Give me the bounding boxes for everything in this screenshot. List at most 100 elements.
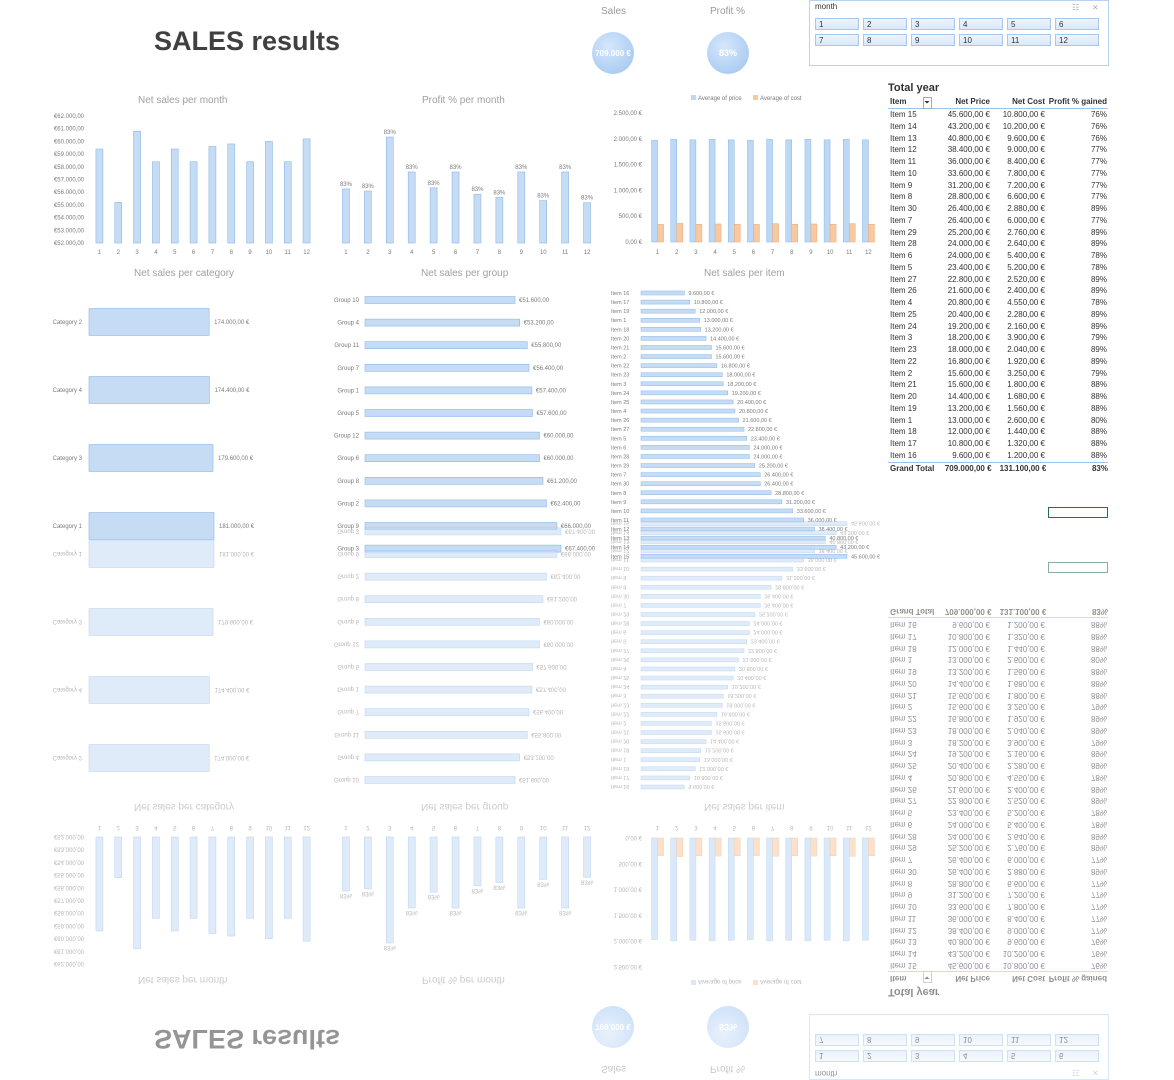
bar-net-sales-item[interactable]: [640, 327, 701, 332]
bar-net-sales-month[interactable]: [152, 836, 160, 919]
bar-average-cost[interactable]: [810, 837, 818, 857]
bar-profit-month[interactable]: [342, 836, 350, 892]
filter-dropdown-icon[interactable]: ⏷: [922, 97, 932, 109]
slicer-button-2[interactable]: 2: [863, 18, 907, 30]
bar-net-sales-group[interactable]: [364, 617, 540, 626]
bar-net-sales-item[interactable]: [640, 508, 794, 514]
bar-average-cost[interactable]: [849, 223, 856, 243]
bar-net-sales-month[interactable]: [152, 161, 160, 244]
bar-profit-month[interactable]: [473, 836, 482, 887]
bar-average-price[interactable]: [785, 139, 792, 243]
bar-net-sales-category[interactable]: [88, 676, 210, 704]
bar-net-sales-item[interactable]: [640, 730, 712, 735]
bar-net-sales-item[interactable]: [640, 775, 691, 781]
bar-net-sales-item[interactable]: [640, 317, 700, 323]
bar-profit-month[interactable]: [407, 836, 416, 909]
bar-average-cost[interactable]: [772, 223, 779, 243]
bar-net-sales-month[interactable]: [227, 143, 236, 244]
bar-net-sales-group[interactable]: [364, 572, 547, 581]
bar-profit-month[interactable]: [539, 200, 548, 244]
bar-average-cost[interactable]: [657, 837, 664, 856]
bar-net-sales-group[interactable]: [364, 753, 521, 762]
bar-net-sales-item[interactable]: [640, 566, 794, 572]
bar-net-sales-month[interactable]: [208, 836, 217, 934]
bar-net-sales-month[interactable]: [208, 146, 217, 244]
bar-net-sales-category[interactable]: [88, 444, 214, 472]
bar-average-cost[interactable]: [791, 837, 798, 857]
pivot-header-item[interactable]: Item ⏷: [888, 97, 935, 109]
bar-average-cost[interactable]: [829, 223, 837, 243]
pivot-table[interactable]: Total year Item ⏷ Net Price Net Cost Pro…: [888, 82, 1108, 475]
bar-average-price[interactable]: [785, 837, 792, 941]
bar-profit-month[interactable]: [561, 836, 569, 909]
bar-net-sales-item[interactable]: [640, 703, 723, 708]
bar-net-sales-item[interactable]: [640, 630, 750, 635]
slicer-button-6[interactable]: 6: [1055, 18, 1099, 30]
bar-profit-month[interactable]: [451, 171, 460, 244]
bar-average-cost[interactable]: [714, 223, 722, 243]
bar-net-sales-category[interactable]: [88, 744, 210, 772]
bar-net-sales-item[interactable]: [640, 381, 724, 387]
bar-net-sales-item[interactable]: [640, 766, 696, 772]
bar-average-price[interactable]: [862, 837, 869, 941]
slicer-button-3[interactable]: 3: [911, 18, 955, 30]
slicer-button-10[interactable]: 10: [959, 34, 1003, 46]
bar-average-cost[interactable]: [734, 223, 741, 243]
bar-average-cost[interactable]: [695, 837, 703, 857]
bar-net-sales-group[interactable]: [364, 776, 516, 784]
bar-average-cost[interactable]: [868, 837, 875, 857]
bar-net-sales-item[interactable]: [640, 426, 745, 432]
bar-average-price[interactable]: [708, 837, 716, 941]
bar-net-sales-item[interactable]: [640, 290, 685, 296]
bar-profit-month[interactable]: [517, 171, 526, 244]
bar-net-sales-item[interactable]: [640, 408, 736, 414]
bar-average-price[interactable]: [766, 837, 773, 941]
bar-net-sales-month[interactable]: [283, 161, 292, 244]
bar-net-sales-item[interactable]: [640, 612, 756, 617]
bar-net-sales-group[interactable]: [364, 595, 544, 604]
bar-average-price[interactable]: [670, 139, 677, 243]
bar-net-sales-group[interactable]: [364, 527, 562, 536]
bar-net-sales-item[interactable]: [640, 548, 815, 554]
bar-average-price[interactable]: [843, 837, 850, 941]
bar-profit-month[interactable]: [539, 836, 548, 880]
bar-average-cost[interactable]: [676, 837, 683, 857]
bar-average-cost[interactable]: [868, 223, 875, 243]
bar-net-sales-group[interactable]: [364, 296, 516, 304]
bar-average-cost[interactable]: [753, 837, 760, 856]
bar-net-sales-item[interactable]: [640, 354, 712, 359]
bar-average-cost[interactable]: [734, 837, 741, 857]
bar-net-sales-item[interactable]: [640, 539, 826, 545]
bar-net-sales-group[interactable]: [364, 499, 547, 508]
bar-net-sales-item[interactable]: [640, 517, 804, 523]
bar-profit-month[interactable]: [342, 188, 350, 244]
bar-net-sales-month[interactable]: [302, 138, 311, 244]
bar-net-sales-item[interactable]: [640, 557, 804, 563]
multi-select-icon[interactable]: ☷: [1072, 3, 1080, 12]
bar-net-sales-item[interactable]: [640, 390, 728, 396]
bar-net-sales-item[interactable]: [640, 575, 783, 581]
bar-average-price[interactable]: [651, 837, 658, 940]
bar-profit-month[interactable]: [429, 836, 438, 893]
bar-net-sales-month[interactable]: [133, 836, 141, 950]
bar-net-sales-item[interactable]: [640, 739, 707, 744]
bar-average-cost[interactable]: [829, 837, 837, 857]
bar-net-sales-item[interactable]: [640, 372, 723, 377]
bar-net-sales-month[interactable]: [114, 202, 123, 244]
bar-net-sales-group[interactable]: [364, 476, 544, 485]
bar-net-sales-item[interactable]: [640, 445, 750, 450]
bar-net-sales-group[interactable]: [364, 431, 540, 440]
bar-average-price[interactable]: [766, 139, 773, 243]
bar-profit-month[interactable]: [451, 836, 460, 909]
bar-net-sales-group[interactable]: [364, 318, 521, 327]
bar-net-sales-item[interactable]: [640, 621, 750, 626]
bar-net-sales-group[interactable]: [364, 640, 540, 649]
bar-net-sales-item[interactable]: [640, 526, 815, 532]
bar-net-sales-item[interactable]: [640, 675, 734, 681]
slicer-button-11[interactable]: 11: [1007, 34, 1051, 46]
bar-net-sales-item[interactable]: [640, 521, 848, 526]
bar-average-cost[interactable]: [657, 224, 664, 243]
clear-filter-icon[interactable]: ⨯: [1092, 3, 1099, 12]
bar-net-sales-item[interactable]: [640, 490, 772, 496]
bar-profit-month[interactable]: [583, 836, 591, 878]
